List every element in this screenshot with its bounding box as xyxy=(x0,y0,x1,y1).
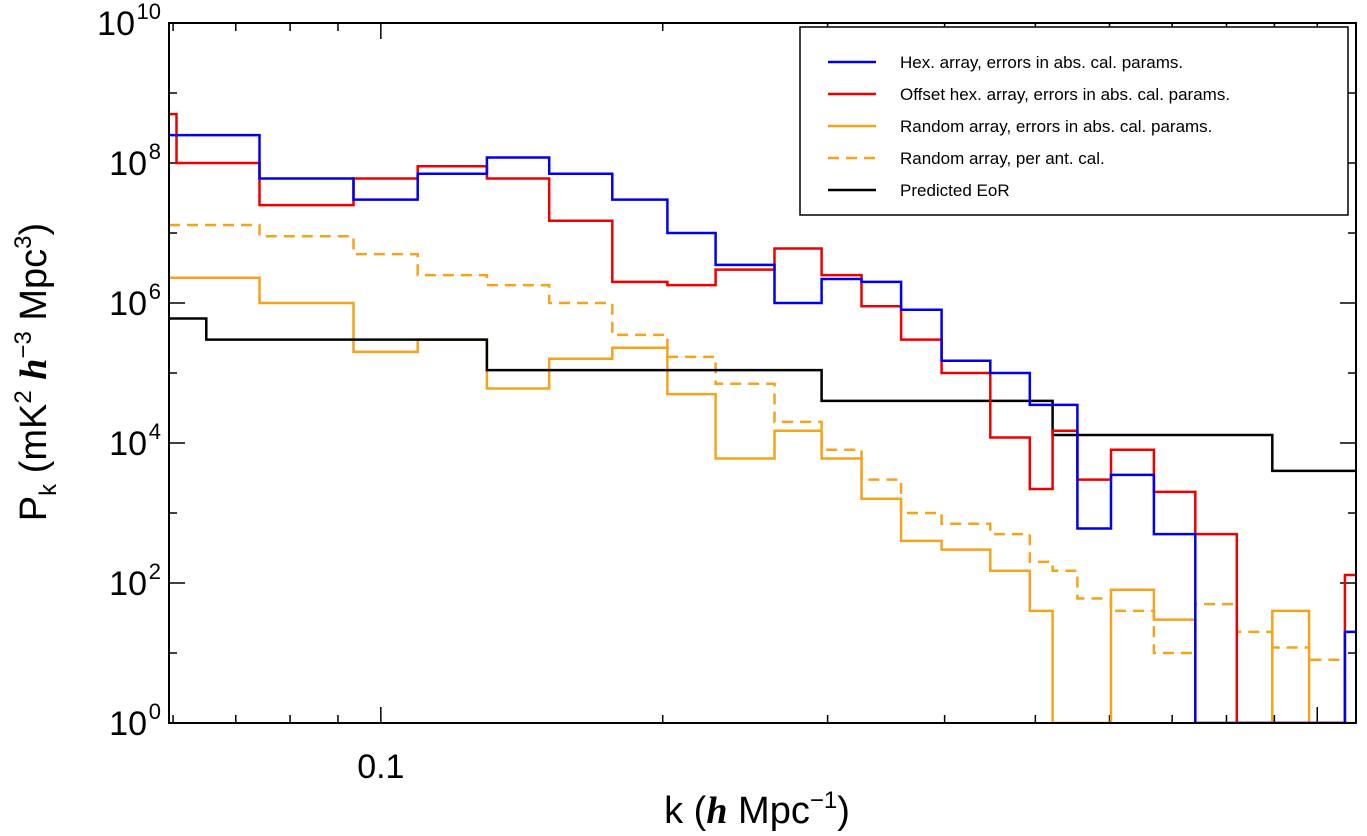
y-tick-label: 10 xyxy=(109,565,147,603)
y-tick-label: 10 xyxy=(109,425,147,463)
series-line-hex-array-errors-in-abs-cal-params xyxy=(169,133,1356,723)
series-line-predicted-eor xyxy=(169,317,1356,473)
y-tick-exponent: 4 xyxy=(149,419,161,444)
y-tick-label: 10 xyxy=(109,285,147,323)
plot-frame xyxy=(168,22,1357,724)
y-tick-exponent: 2 xyxy=(149,559,161,584)
y-tick-label: 10 xyxy=(109,145,147,183)
y-tick-label: 10 xyxy=(109,705,147,743)
series-line-random-array-per-ant-cal xyxy=(169,223,1356,723)
y-tick-label: 10 xyxy=(97,5,135,43)
y-tick-exponent: 0 xyxy=(149,699,161,724)
series-line-random-array-errors-in-abs-cal-params xyxy=(169,276,1356,723)
legend-label: Random array, errors in abs. cal. params… xyxy=(900,117,1212,136)
x-axis-title: k (h Mpc−1) xyxy=(664,787,850,832)
y-axis-title: Pk (mK2 h−3 Mpc3) xyxy=(10,223,62,521)
y-tick-exponent: 10 xyxy=(137,0,161,24)
series-layer xyxy=(169,112,1356,723)
x-tick-label: 0.1 xyxy=(357,748,404,786)
legend-label: Random array, per ant. cal. xyxy=(900,149,1105,168)
legend: Hex. array, errors in abs. cal. params. O… xyxy=(799,26,1349,216)
legend-label: Predicted EoR xyxy=(900,181,1010,200)
y-tick-exponent: 6 xyxy=(149,279,161,304)
y-tick-exponent: 8 xyxy=(149,139,161,164)
legend-label: Hex. array, errors in abs. cal. params. xyxy=(900,53,1183,72)
legend-box xyxy=(799,26,1349,216)
legend-label: Offset hex. array, errors in abs. cal. p… xyxy=(900,85,1230,104)
